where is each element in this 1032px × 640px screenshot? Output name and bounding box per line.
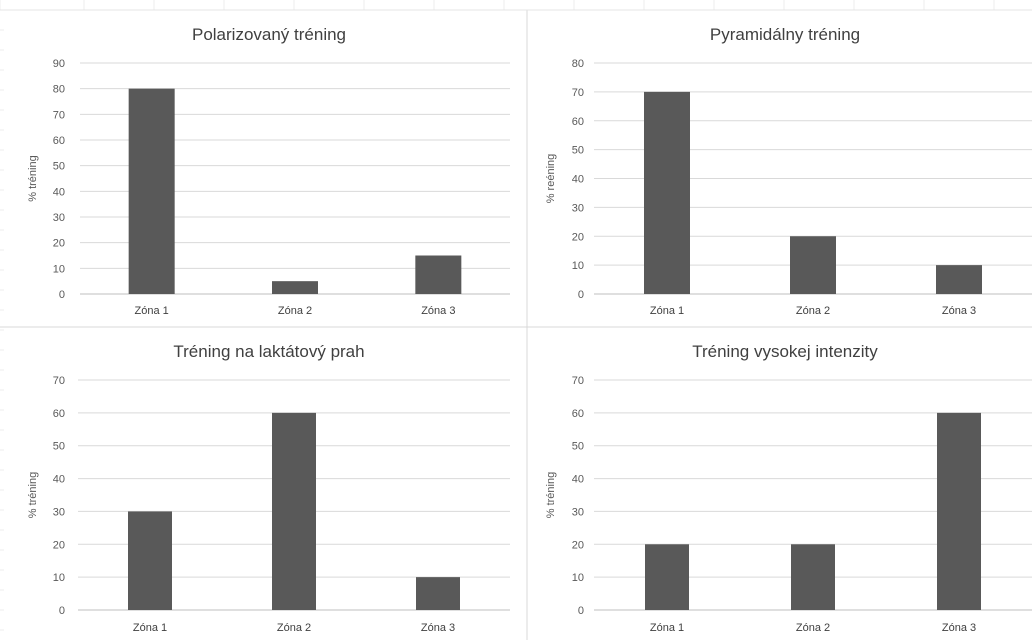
y-tick-label: 80 (572, 58, 584, 70)
x-tick-label: Zóna 1 (133, 622, 167, 634)
y-tick-label: 10 (572, 572, 584, 584)
y-tick-label: 30 (53, 506, 65, 518)
bar (644, 91, 690, 294)
x-tick-label: Zóna 1 (135, 305, 169, 317)
chart-title: Pyramidálny tréning (710, 25, 860, 44)
bar (415, 255, 462, 294)
y-tick-label: 40 (53, 186, 65, 198)
y-tick-label: 60 (53, 135, 65, 147)
x-tick-label: Zóna 2 (796, 622, 830, 634)
y-tick-label: 30 (53, 212, 65, 224)
y-tick-label: 50 (572, 441, 584, 453)
y-tick-label: 50 (53, 161, 65, 173)
y-axis-label: % tréning (27, 472, 39, 518)
y-tick-label: 40 (53, 474, 65, 486)
y-tick-label: 20 (53, 238, 65, 250)
chart-pyramidal: Pyramidálny tréning % reéning 0 10 20 30 40 5… (545, 25, 1032, 317)
bar (128, 511, 172, 610)
chart-high-intensity: Tréning vysokej intenzity % tréning 0 10 2… (545, 342, 1032, 634)
y-tick-label: 60 (572, 408, 584, 420)
y-tick-label: 40 (572, 174, 584, 186)
bar (936, 265, 982, 294)
x-tick-label: Zóna 3 (421, 305, 455, 317)
bar (416, 577, 460, 610)
y-tick-label: 10 (572, 260, 584, 272)
y-tick-label: 50 (53, 441, 65, 453)
y-tick-label: 40 (572, 474, 584, 486)
chart-polarized: Polarizovaný tréning % tréning 0 10 20 30 40… (27, 25, 510, 317)
bar (272, 281, 318, 294)
y-tick-label: 70 (572, 375, 584, 387)
y-tick-label: 0 (59, 605, 65, 617)
chart-threshold: Tréning na laktátový prah % tréning 0 10 2… (27, 342, 510, 634)
bar (790, 236, 836, 294)
y-tick-label: 10 (53, 572, 65, 584)
x-tick-label: Zóna 3 (942, 622, 976, 634)
y-tick-label: 70 (53, 109, 65, 121)
panel-borders (0, 9, 1032, 640)
y-tick-label: 70 (53, 375, 65, 387)
y-tick-label: 80 (53, 84, 65, 96)
y-tick-label: 0 (578, 289, 584, 301)
bar (791, 544, 835, 610)
y-tick-label: 0 (578, 605, 584, 617)
y-tick-label: 20 (572, 231, 584, 243)
y-axis-label: % reéning (545, 154, 557, 204)
y-tick-label: 60 (572, 116, 584, 128)
chart-title: Tréning vysokej intenzity (692, 342, 878, 361)
bar (272, 412, 316, 610)
y-tick-label: 30 (572, 202, 584, 214)
chart-title: Polarizovaný tréning (192, 25, 346, 44)
y-tick-label: 90 (53, 58, 65, 70)
spreadsheet-background-grid (0, 0, 995, 631)
y-axis-label: % tréning (27, 155, 39, 201)
y-tick-label: 30 (572, 506, 584, 518)
x-tick-label: Zóna 2 (277, 622, 311, 634)
y-tick-label: 50 (572, 145, 584, 157)
chart-title: Tréning na laktátový prah (173, 342, 364, 361)
y-tick-label: 20 (572, 539, 584, 551)
y-tick-label: 0 (59, 289, 65, 301)
x-tick-label: Zóna 2 (796, 305, 830, 317)
y-tick-label: 60 (53, 408, 65, 420)
x-tick-label: Zóna 3 (421, 622, 455, 634)
y-tick-label: 10 (53, 263, 65, 275)
bar (128, 88, 175, 295)
x-tick-label: Zóna 3 (942, 305, 976, 317)
x-tick-label: Zóna 1 (650, 622, 684, 634)
y-tick-label: 70 (572, 87, 584, 99)
bar (937, 412, 981, 610)
bar (645, 544, 689, 610)
x-tick-label: Zóna 1 (650, 305, 684, 317)
y-tick-label: 20 (53, 539, 65, 551)
x-tick-label: Zóna 2 (278, 305, 312, 317)
y-axis-label: % tréning (545, 472, 557, 518)
